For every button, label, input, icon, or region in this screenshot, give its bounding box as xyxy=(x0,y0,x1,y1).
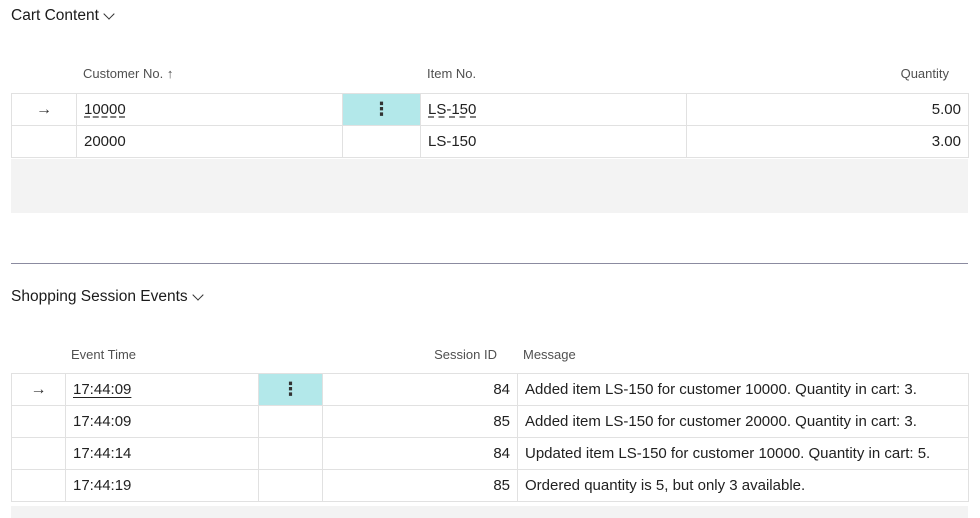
event-time-cell[interactable]: 17:44:19 xyxy=(65,469,259,502)
table-row[interactable]: 17:44:14 84 Updated item LS-150 for cust… xyxy=(11,437,969,470)
message-cell[interactable]: Added item LS-150 for customer 10000. Qu… xyxy=(517,373,969,406)
quantity-cell[interactable]: 3.00 xyxy=(686,125,969,158)
row-actions-icon[interactable]: ⋮ xyxy=(258,373,323,406)
event-time-column-header[interactable]: Event Time xyxy=(71,347,137,362)
row-actions-cell[interactable] xyxy=(258,437,323,470)
table-row[interactable]: → 10000 ⋮ LS-150 5.00 xyxy=(11,93,969,126)
session-id-cell[interactable]: 85 xyxy=(322,405,518,438)
table-row[interactable]: 17:44:19 85 Ordered quantity is 5, but o… xyxy=(11,469,969,502)
chevron-down-icon xyxy=(103,7,115,20)
row-actions-cell[interactable] xyxy=(342,125,421,158)
cart-content-header[interactable]: Cart Content xyxy=(11,7,115,25)
table-row[interactable]: 20000 LS-150 3.00 xyxy=(11,125,969,158)
message-cell[interactable]: Ordered quantity is 5, but only 3 availa… xyxy=(517,469,969,502)
message-cell[interactable]: Updated item LS-150 for customer 10000. … xyxy=(517,437,969,470)
session-id-cell[interactable]: 85 xyxy=(322,469,518,502)
item-no-cell[interactable]: LS-150 xyxy=(420,125,687,158)
session-id-column-header[interactable]: Session ID xyxy=(434,347,497,362)
shopping-session-events-title: Shopping Session Events xyxy=(11,288,188,305)
item-no-column-header[interactable]: Item No. xyxy=(427,66,477,81)
customer-no-column-header[interactable]: Customer No. ↑ xyxy=(83,66,174,81)
row-actions-cell[interactable] xyxy=(258,405,323,438)
section-divider xyxy=(11,263,968,264)
customer-no-cell[interactable]: 20000 xyxy=(76,125,343,158)
cart-content-table: → 10000 ⋮ LS-150 5.00 20000 LS-150 3.00 xyxy=(11,93,969,158)
session-id-cell[interactable]: 84 xyxy=(322,437,518,470)
row-selector-arrow-icon[interactable]: → xyxy=(11,93,77,126)
cart-empty-area xyxy=(11,159,968,213)
table-row[interactable]: 17:44:09 85 Added item LS-150 for custom… xyxy=(11,405,969,438)
cart-content-title: Cart Content xyxy=(11,7,99,24)
chevron-down-icon xyxy=(191,288,204,301)
item-no-cell[interactable]: LS-150 xyxy=(420,93,687,126)
event-time-cell[interactable]: 17:44:14 xyxy=(65,437,259,470)
quantity-column-header[interactable]: Quantity xyxy=(900,66,949,81)
row-selector-cell[interactable] xyxy=(11,469,66,502)
shopping-session-events-table: → 17:44:09 ⋮ 84 Added item LS-150 for cu… xyxy=(11,373,969,502)
message-cell[interactable]: Added item LS-150 for customer 20000. Qu… xyxy=(517,405,969,438)
event-time-cell[interactable]: 17:44:09 xyxy=(65,405,259,438)
row-selector-cell[interactable] xyxy=(11,405,66,438)
message-column-header[interactable]: Message xyxy=(523,347,576,362)
shopping-session-events-header[interactable]: Shopping Session Events xyxy=(11,288,204,306)
events-empty-area xyxy=(11,506,968,518)
row-actions-icon[interactable]: ⋮ xyxy=(342,93,421,126)
row-actions-cell[interactable] xyxy=(258,469,323,502)
row-selector-arrow-icon[interactable]: → xyxy=(11,373,66,406)
table-row[interactable]: → 17:44:09 ⋮ 84 Added item LS-150 for cu… xyxy=(11,373,969,406)
event-time-cell[interactable]: 17:44:09 xyxy=(65,373,259,406)
row-selector-cell[interactable] xyxy=(11,437,66,470)
quantity-cell[interactable]: 5.00 xyxy=(686,93,969,126)
session-id-cell[interactable]: 84 xyxy=(322,373,518,406)
row-selector-cell[interactable] xyxy=(11,125,77,158)
customer-no-cell[interactable]: 10000 xyxy=(76,93,343,126)
sort-ascending-icon: ↑ xyxy=(166,66,174,81)
